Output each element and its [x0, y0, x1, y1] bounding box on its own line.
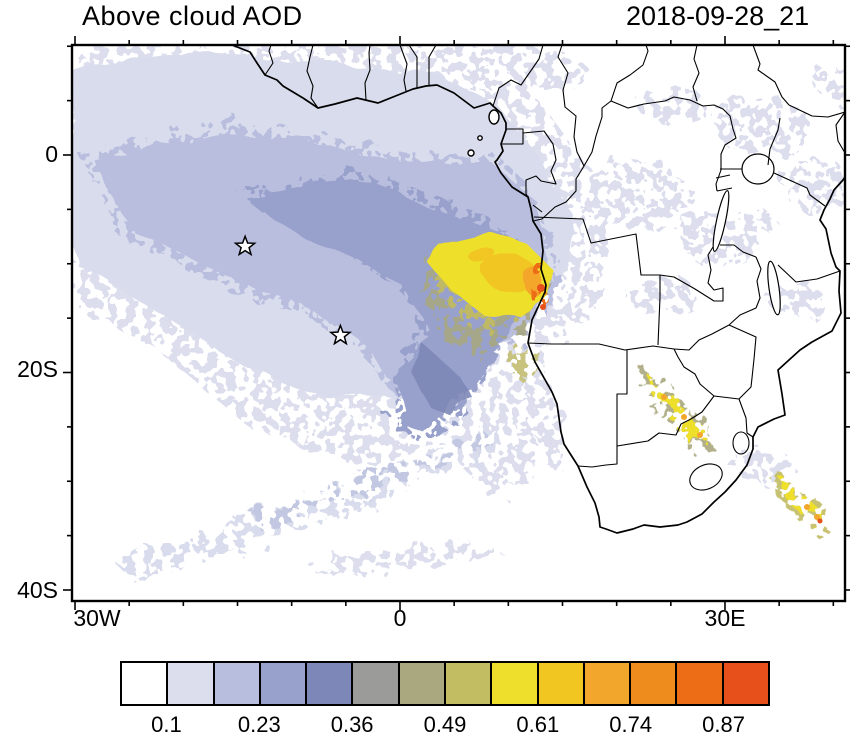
colorbar-tick-label: 0.74	[609, 712, 653, 737]
colorbar-tick-label: 0.23	[237, 712, 281, 737]
star-marker	[233, 234, 257, 257]
colorbar-cell-8	[490, 661, 539, 706]
x-tick-label-30w: 30W	[73, 605, 121, 631]
lakes	[712, 153, 781, 316]
y-tick-label-0: 0	[45, 141, 58, 167]
colorbar-cell-10	[582, 661, 632, 706]
colorbar-cell-0	[120, 661, 169, 706]
y-tick-label-20s: 20S	[17, 356, 58, 382]
colorbar-cell-12	[675, 661, 724, 706]
colorbar-tick-label: 0.36	[330, 712, 374, 737]
islands	[467, 109, 500, 157]
colorbar-cell-2	[212, 661, 261, 706]
map-plot	[63, 36, 850, 610]
plot-title: Above cloud AOD	[82, 1, 303, 31]
colorbar-cell-5	[351, 661, 400, 706]
colorbar-cell-13	[721, 661, 770, 706]
colorbar-cell-6	[397, 661, 446, 706]
plot-frame	[70, 43, 847, 603]
colorbar-cell-3	[258, 661, 308, 706]
se-smoke-streaks	[637, 369, 831, 531]
x-tick-label-0: 0	[393, 605, 407, 631]
colorbar-cell-11	[629, 661, 678, 706]
country-borders	[264, 45, 845, 491]
colorbar-cell-1	[166, 661, 215, 706]
y-tick-label-40s: 40S	[17, 577, 58, 603]
colorbar-tick-label: 0.49	[423, 712, 467, 737]
colorbar-cell-9	[536, 661, 585, 706]
x-tick-label-30e: 30E	[704, 605, 746, 631]
colorbar	[120, 661, 770, 706]
colorbar-cell-7	[443, 661, 493, 706]
star-markers	[233, 234, 352, 346]
plot-timestamp: 2018-09-28_21	[626, 1, 810, 31]
colorbar-tick-label: 0.61	[516, 712, 560, 737]
colorbar-cell-4	[305, 661, 354, 706]
coastline	[231, 45, 845, 534]
colorbar-tick-label: 0.87	[702, 712, 745, 737]
star-marker	[328, 323, 352, 346]
colorbar-tick-label: 0.1	[151, 712, 182, 737]
aod-field	[72, 45, 845, 582]
